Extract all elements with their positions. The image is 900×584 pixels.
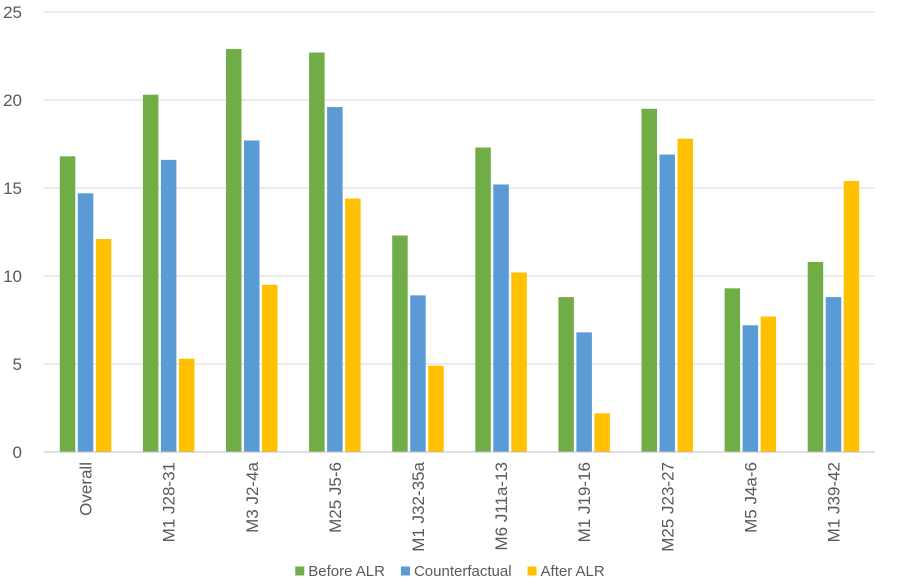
x-tick-label: M5 J4a-6 (741, 462, 760, 533)
y-tick-label: 15 (3, 179, 22, 198)
y-tick-label: 10 (3, 267, 22, 286)
bar-after-alr (262, 284, 278, 452)
bar-counterfactual (576, 332, 592, 452)
bars (59, 48, 860, 453)
legend-label: Counterfactual (414, 563, 512, 580)
y-tick-label: 25 (3, 3, 22, 22)
bar-counterfactual (493, 184, 509, 453)
bar-before-alr (558, 297, 574, 452)
bar-counterfactual (77, 193, 94, 452)
x-tick-label: M1 J28-31 (160, 462, 179, 542)
bar-before-alr (309, 52, 325, 452)
bar-after-alr (843, 180, 860, 452)
x-axis-ticks: Overall M1 J28-31 M3 J2-4a M25 J5-6 M1 J32-3… (77, 461, 844, 551)
x-tick-label: Overall (77, 462, 96, 516)
y-axis-ticks: 0 5 10 15 20 25 (3, 3, 22, 462)
bar-after-alr (178, 358, 195, 452)
bar-after-alr (428, 365, 444, 452)
bar-before-alr (807, 261, 824, 452)
bar-counterfactual (742, 325, 759, 452)
legend: Before ALR Counterfactual After ALR (295, 563, 605, 580)
bar-before-alr (142, 94, 159, 452)
legend-swatch (295, 566, 305, 576)
x-tick-label: M25 J5-6 (326, 462, 345, 533)
bar-after-alr (594, 413, 610, 452)
x-tick-label: M25 J23-27 (658, 462, 677, 552)
bar-before-alr (641, 108, 657, 453)
bar-before-alr (724, 288, 741, 452)
y-tick-label: 20 (3, 91, 22, 110)
x-tick-label: M1 J32-35a (409, 461, 428, 551)
x-tick-label: M1 J39-42 (824, 462, 843, 542)
x-tick-label: M6 J11a-13 (492, 462, 511, 551)
bar-counterfactual (659, 154, 675, 452)
y-tick-label: 0 (13, 443, 22, 462)
bar-counterfactual (327, 107, 343, 452)
bar-before-alr (392, 235, 408, 452)
legend-label: Before ALR (308, 563, 385, 580)
legend-swatch (400, 566, 410, 576)
bar-before-alr (59, 156, 76, 452)
bar-after-alr (95, 239, 112, 452)
bar-counterfactual (410, 295, 426, 452)
legend-label: After ALR (541, 563, 605, 580)
x-tick-label: M1 J19-16 (575, 462, 594, 542)
bar-after-alr (677, 138, 693, 452)
legend-swatch (527, 566, 537, 576)
bar-counterfactual (160, 159, 177, 452)
bar-before-alr (475, 147, 491, 452)
bar-counterfactual (825, 297, 842, 452)
bar-before-alr (226, 48, 242, 453)
x-tick-label: M3 J2-4a (243, 461, 262, 532)
bar-after-alr (511, 272, 527, 452)
bar-counterfactual (244, 140, 260, 453)
y-tick-label: 5 (13, 355, 22, 374)
bar-after-alr (760, 316, 777, 452)
bar-after-alr (345, 198, 361, 452)
